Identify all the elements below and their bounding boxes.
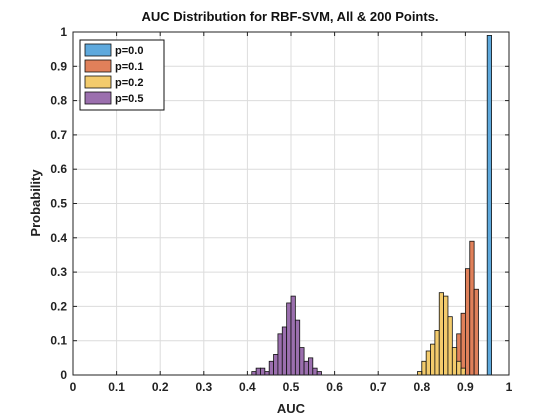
y-tick-label: 0.7 <box>50 128 67 142</box>
x-tick-label: 0.2 <box>152 380 169 394</box>
histogram-bar <box>316 371 322 376</box>
histogram-bar <box>312 367 318 376</box>
histogram-bar <box>251 371 257 376</box>
histogram-bar <box>294 319 301 376</box>
histogram-bar <box>464 268 471 376</box>
histogram-bar <box>438 292 444 376</box>
legend-swatch <box>84 91 112 105</box>
histogram-bar <box>486 35 492 376</box>
legend-entry: p=0.2 <box>115 77 143 89</box>
histogram-bar <box>447 316 453 376</box>
histogram-bar <box>299 347 305 376</box>
histogram-bar <box>277 333 283 376</box>
x-tick-label: 0 <box>70 380 77 394</box>
histogram-bar <box>273 354 279 376</box>
y-axis-label: Probability <box>28 169 43 237</box>
histogram-bar <box>460 367 466 376</box>
histogram-bar <box>255 367 261 376</box>
histogram-bar <box>286 302 292 376</box>
legend-entry: p=0.0 <box>115 45 143 57</box>
y-tick-label: 1 <box>60 25 67 39</box>
y-tick-label: 0.1 <box>50 334 67 348</box>
legend: p=0.0 p=0.1 p=0.2 p=0.5 <box>79 39 165 111</box>
y-tick-label: 0.6 <box>50 162 67 176</box>
histogram-bar <box>460 312 466 376</box>
histogram-bar <box>430 343 436 376</box>
x-axis-label: AUC <box>277 401 306 416</box>
x-tick-label: 0.1 <box>108 380 125 394</box>
x-tick-label: 0.8 <box>413 380 430 394</box>
y-tick-label: 0.4 <box>50 231 67 245</box>
x-tick-label: 0.5 <box>283 380 300 394</box>
y-tick-label: 0.2 <box>50 299 67 313</box>
histogram-bar <box>264 371 270 376</box>
x-tick-label: 0.3 <box>195 380 212 394</box>
y-tick-label: 0.3 <box>50 265 67 279</box>
x-tick-label: 0.4 <box>239 380 256 394</box>
histogram-bar <box>456 360 462 376</box>
histogram-bar <box>303 360 309 376</box>
axis-ticks: 0 0.1 0.2 0.3 0.4 0.5 0.6 0.7 0.8 0.9 1 0 0.1 0.2 0.3 0… <box>50 25 512 394</box>
histogram-bar <box>290 295 296 376</box>
histogram-bar <box>268 360 274 376</box>
histogram-bar <box>260 367 266 376</box>
x-tick-label: 1 <box>506 380 513 394</box>
legend-entry: p=0.1 <box>115 61 143 73</box>
histogram-bar <box>421 360 427 376</box>
histogram-bar <box>417 371 423 376</box>
histogram-bars <box>251 35 492 376</box>
legend-swatch <box>84 75 112 89</box>
x-tick-label: 0.6 <box>326 380 343 394</box>
histogram-bar <box>308 357 314 376</box>
histogram-bar <box>425 350 431 376</box>
histogram-bar <box>443 295 449 376</box>
legend-swatch <box>84 43 112 57</box>
y-tick-label: 0.5 <box>50 197 67 211</box>
histogram-bar <box>451 347 458 376</box>
y-tick-label: 0.9 <box>50 59 67 73</box>
legend-entry: p=0.5 <box>115 93 143 105</box>
y-tick-label: 0 <box>60 368 67 382</box>
legend-swatch <box>84 59 112 73</box>
y-tick-label: 0.8 <box>50 94 67 108</box>
histogram-bar <box>469 240 475 376</box>
histogram-bar <box>473 288 479 376</box>
histogram-bar <box>434 330 440 376</box>
histogram-bar <box>281 326 288 376</box>
x-tick-label: 0.7 <box>370 380 387 394</box>
x-tick-label: 0.9 <box>457 380 474 394</box>
chart-title: AUC Distribution for RBF-SVM, All & 200 … <box>141 9 438 24</box>
